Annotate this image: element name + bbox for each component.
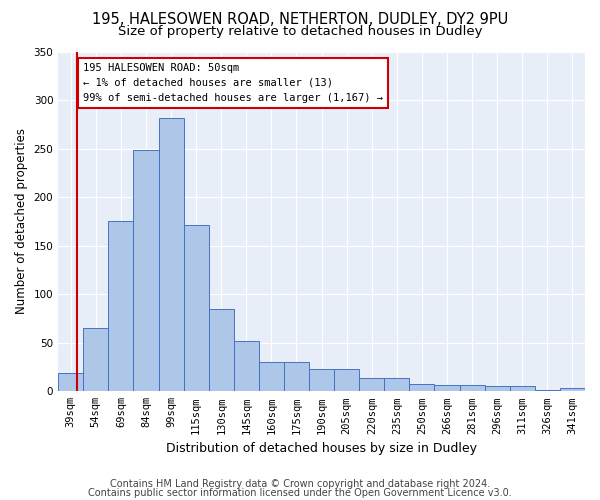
Bar [385,378,409,392]
Text: 195 HALESOWEN ROAD: 50sqm
← 1% of detached houses are smaller (13)
99% of semi-d: 195 HALESOWEN ROAD: 50sqm ← 1% of detach… [83,63,383,103]
Text: 195, HALESOWEN ROAD, NETHERTON, DUDLEY, DY2 9PU: 195, HALESOWEN ROAD, NETHERTON, DUDLEY, … [92,12,508,28]
Bar [359,378,385,392]
Bar [485,386,510,392]
Bar [259,362,284,392]
Bar [535,390,560,392]
Y-axis label: Number of detached properties: Number of detached properties [15,128,28,314]
Bar [109,222,133,392]
Bar [158,118,184,392]
Bar [83,328,109,392]
Bar [309,369,334,392]
Bar [460,386,485,392]
Bar [510,386,535,392]
Text: Contains HM Land Registry data © Crown copyright and database right 2024.: Contains HM Land Registry data © Crown c… [110,479,490,489]
Bar [434,384,460,392]
Bar [209,309,234,392]
Bar [284,362,309,392]
Bar [334,369,359,392]
Text: Size of property relative to detached houses in Dudley: Size of property relative to detached ho… [118,25,482,38]
Bar [184,226,209,392]
Bar [234,341,259,392]
Bar [560,388,585,392]
Bar [58,373,83,392]
Text: Contains public sector information licensed under the Open Government Licence v3: Contains public sector information licen… [88,488,512,498]
Bar [409,384,434,392]
X-axis label: Distribution of detached houses by size in Dudley: Distribution of detached houses by size … [166,442,477,455]
Bar [133,150,158,392]
